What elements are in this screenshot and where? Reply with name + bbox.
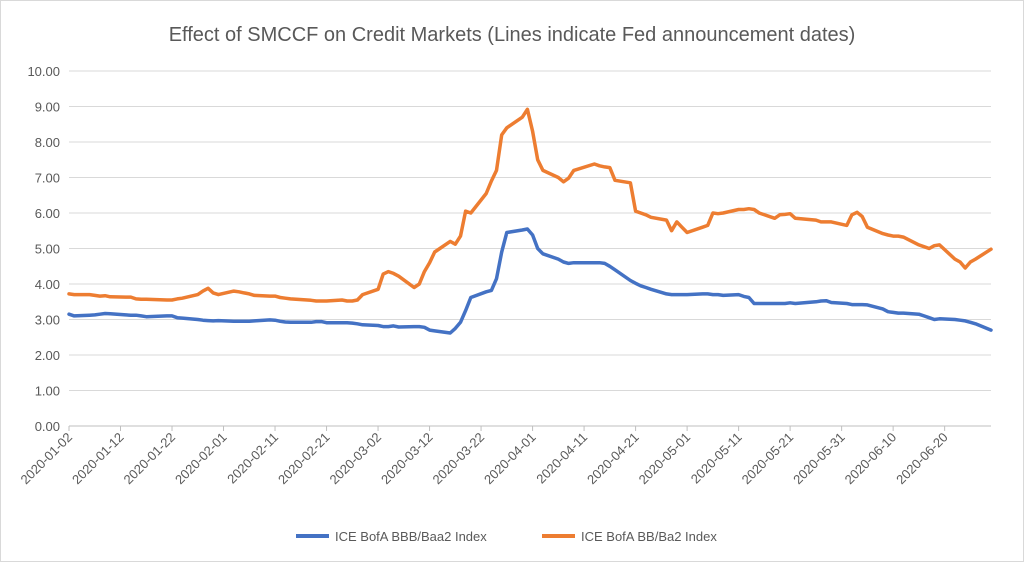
grid (69, 70, 991, 427)
legend: ICE BofA BBB/Baa2 Index ICE BofA BB/Ba2 … (296, 529, 717, 544)
x-tick-label: 2020-06-10 (842, 430, 900, 488)
x-tick-label: 2020-01-22 (121, 430, 179, 488)
y-tick-label: 6.00 (35, 206, 60, 221)
y-tick-label: 3.00 (35, 313, 60, 328)
x-tick-label: 2020-06-20 (893, 430, 951, 488)
y-tick-label: 4.00 (35, 277, 60, 292)
x-tick-label: 2020-02-11 (224, 430, 281, 487)
x-tick-label: 2020-05-01 (636, 430, 694, 488)
chart-title: Effect of SMCCF on Credit Markets (Lines… (169, 24, 856, 46)
y-tick-label: 2.00 (35, 348, 60, 363)
x-axis: 2020-01-022020-01-122020-01-222020-02-01… (17, 426, 951, 488)
y-tick-label: 5.00 (35, 242, 60, 257)
x-tick-label: 2020-05-11 (688, 430, 745, 487)
y-tick-label: 10.00 (27, 64, 60, 79)
x-tick-label: 2020-04-01 (481, 430, 539, 488)
x-tick-label: 2020-02-01 (172, 430, 230, 488)
y-tick-label: 0.00 (35, 419, 60, 434)
y-tick-label: 1.00 (35, 384, 60, 399)
x-tick-label: 2020-05-21 (739, 430, 797, 488)
x-tick-label: 2020-04-11 (533, 430, 590, 487)
series (67, 107, 993, 335)
x-tick-label: 2020-01-12 (69, 430, 127, 488)
y-tick-label: 9.00 (35, 100, 60, 115)
y-tick-label: 8.00 (35, 135, 60, 150)
x-tick-label: 2020-01-02 (17, 430, 75, 488)
y-tick-label: 7.00 (35, 171, 60, 186)
x-tick-label: 2020-05-31 (790, 430, 848, 488)
x-tick-label: 2020-02-21 (275, 430, 333, 488)
x-tick-label: 2020-03-22 (430, 430, 488, 488)
series-line-bbb (67, 227, 993, 335)
series-line-bb (67, 107, 993, 303)
legend-label-bb: ICE BofA BB/Ba2 Index (581, 529, 717, 544)
legend-label-bbb: ICE BofA BBB/Baa2 Index (335, 529, 487, 544)
x-tick-label: 2020-04-21 (584, 430, 642, 488)
x-tick-label: 2020-03-02 (327, 430, 385, 488)
y-axis: 0.00 1.00 2.00 3.00 4.00 5.00 6.00 7.00 8.00 9.00… (27, 64, 60, 434)
x-tick-label: 2020-03-12 (378, 430, 436, 488)
